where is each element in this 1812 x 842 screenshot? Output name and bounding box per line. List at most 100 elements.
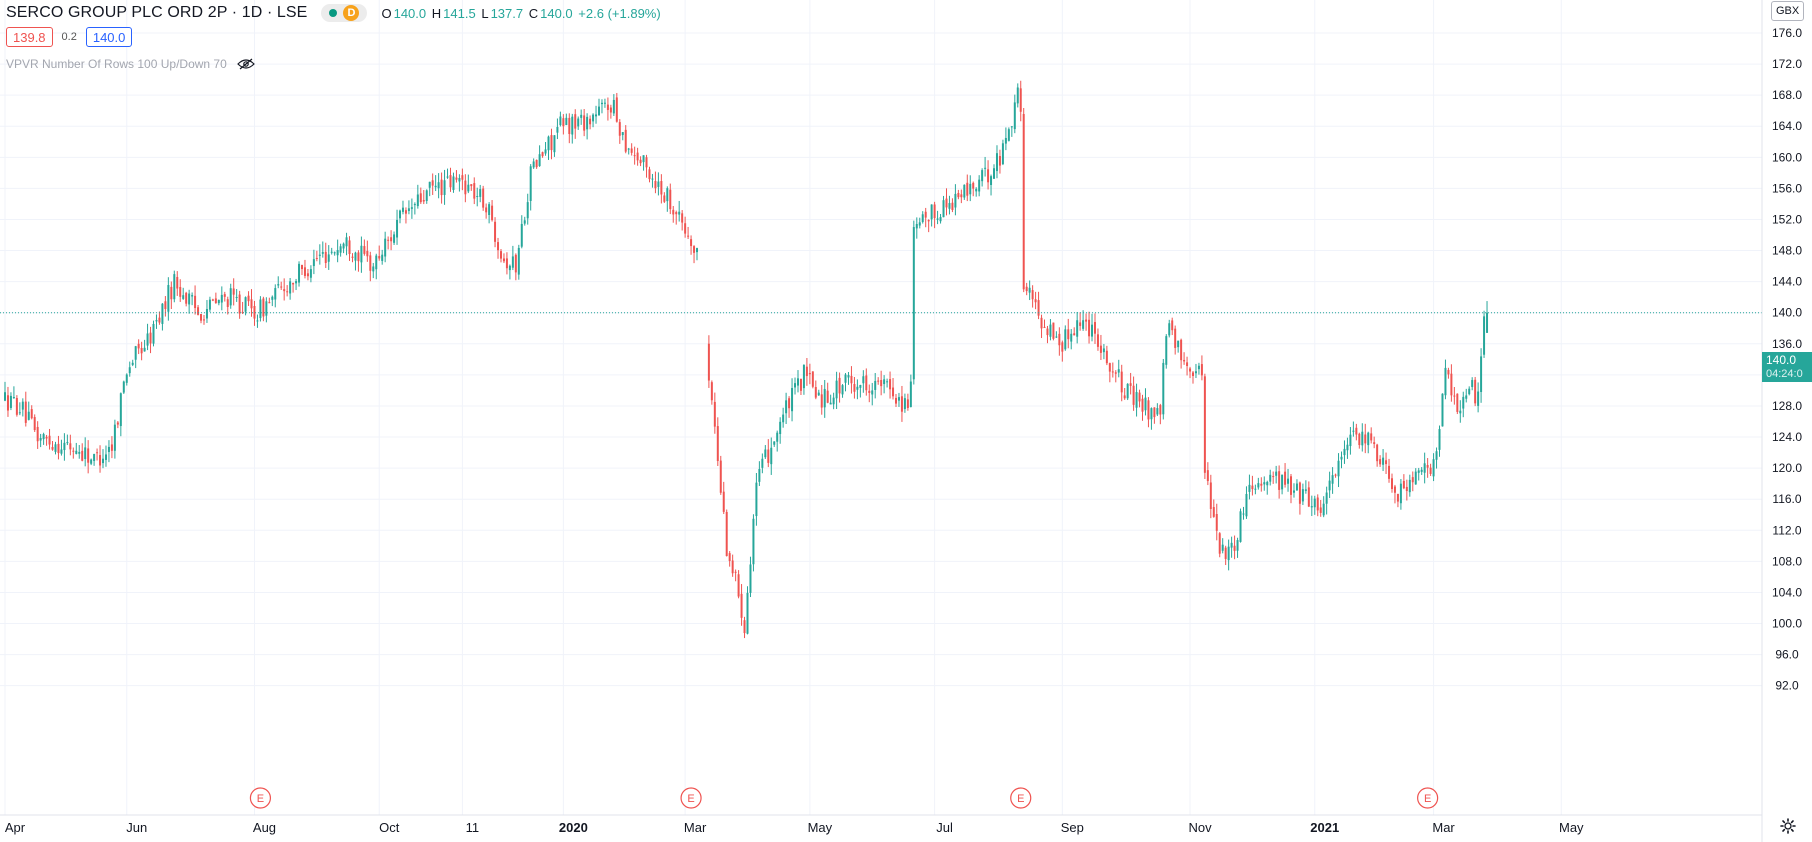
candle-body [948, 203, 951, 209]
y-tick-label: 116.0 [1772, 492, 1801, 506]
market-status[interactable]: D [321, 4, 368, 22]
candle-body [93, 454, 96, 461]
candle-body [707, 343, 710, 381]
candle-body [345, 237, 348, 247]
candle-body [1192, 372, 1194, 376]
candle-body [1117, 369, 1120, 373]
candle-body [446, 176, 449, 178]
candle-body [45, 436, 48, 439]
earnings-marker-label: E [257, 793, 264, 805]
candle-body [289, 281, 292, 294]
candle-body [292, 282, 295, 285]
candle-body [945, 198, 948, 208]
candle-body [84, 447, 87, 460]
candle-body [1004, 137, 1007, 144]
price-axis[interactable]: 92.0 96.0 100.0 104.0 108.0 112.0 116.0 120.0 12… [1772, 26, 1802, 693]
currency-label[interactable]: GBX [1771, 1, 1805, 21]
candle-body [1177, 340, 1180, 348]
candle-body [987, 169, 990, 183]
candle-body [301, 264, 303, 270]
candle-body [1209, 482, 1212, 509]
x-tick-label: 11 [466, 820, 480, 835]
candle-body [1459, 410, 1462, 414]
y-tick-label: 100.0 [1772, 617, 1802, 631]
candle-body [776, 432, 779, 442]
candle-body [1414, 471, 1417, 485]
candle-body [1138, 392, 1141, 402]
candle-body [104, 454, 107, 460]
candle-body [419, 193, 422, 203]
candle-body [550, 135, 553, 151]
candle-body [1388, 465, 1391, 479]
candle-body [235, 296, 238, 298]
candle-body [761, 458, 764, 468]
candle-body [737, 574, 740, 597]
candle-body [1218, 533, 1221, 554]
candle-body [1379, 459, 1382, 465]
candle-body [396, 219, 399, 238]
candle-body [57, 443, 60, 454]
candle-body [464, 180, 467, 195]
candle-body [580, 114, 583, 118]
candle-body [1284, 471, 1287, 485]
candle-body [835, 380, 838, 399]
candle-body [791, 387, 794, 412]
candle-body [327, 254, 330, 262]
y-tick-label: 140.0 [1772, 306, 1802, 320]
candle-body [589, 118, 592, 125]
candle-body [1432, 459, 1435, 477]
candle-body [476, 196, 479, 198]
candle-body [1385, 460, 1388, 465]
candle-body [624, 129, 627, 152]
earnings-marker[interactable] [1417, 787, 1439, 809]
candle-body [262, 298, 265, 317]
candle-body [217, 299, 220, 304]
candle-body [544, 149, 547, 154]
x-tick-label: May [808, 820, 833, 835]
candle-body [1260, 483, 1263, 486]
earnings-marker[interactable] [1010, 787, 1032, 809]
candle-body [541, 152, 544, 157]
candle-body [696, 248, 699, 253]
candle-body [357, 252, 360, 262]
candle-body [1091, 324, 1094, 337]
candle-body [87, 448, 90, 463]
candle-body [173, 274, 176, 300]
candle-body [799, 378, 802, 391]
market-open-icon [329, 9, 338, 17]
y-tick-label: 104.0 [1772, 585, 1802, 599]
symbol-title[interactable]: SERCO GROUP PLC ORD 2P · 1D · LSE [6, 4, 308, 21]
candle-body [15, 398, 18, 415]
candle-body [107, 446, 110, 453]
candle-body [621, 132, 624, 136]
candle-body [295, 281, 298, 284]
candle-body [202, 319, 205, 321]
candle-body [1465, 395, 1468, 399]
candle-body [1307, 487, 1310, 507]
bid-price[interactable]: 139.8 [6, 27, 53, 47]
candle-body [951, 202, 954, 210]
earnings-marker[interactable] [249, 787, 272, 809]
hide-eye-icon[interactable] [236, 58, 255, 70]
candle-body [1165, 336, 1168, 365]
candle-body [526, 202, 529, 219]
candle-body [1203, 376, 1206, 473]
candle-body [422, 199, 425, 202]
candle-body [363, 246, 366, 254]
gear-icon[interactable] [1780, 818, 1796, 834]
candle-body [54, 444, 57, 452]
candle-body [651, 178, 654, 180]
indicator-title[interactable]: VPVR Number Of Rows 100 Up/Down 70 [6, 57, 227, 71]
candle-body [1486, 312, 1489, 333]
candle-body [823, 388, 826, 408]
earnings-marker[interactable] [680, 787, 702, 809]
candle-body [1058, 333, 1061, 346]
time-axis[interactable]: Apr Jun Aug Oct 11 2020 Mar May Jul Sep Nov 2021 Mar… [5, 820, 1584, 835]
candle-body [256, 320, 259, 322]
candle-body [1227, 546, 1230, 561]
candle-body [1049, 324, 1052, 337]
candle-body [298, 263, 301, 283]
ask-price[interactable]: 140.0 [85, 27, 133, 47]
candle-body [728, 553, 731, 562]
